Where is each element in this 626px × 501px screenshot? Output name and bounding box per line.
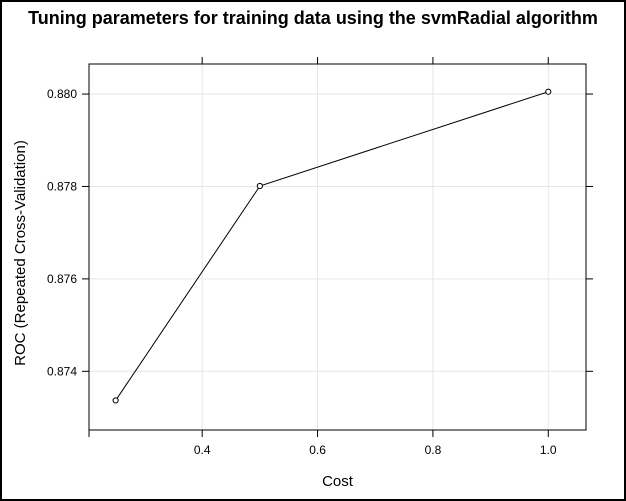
data-point (112, 397, 119, 404)
plot-border (88, 63, 587, 431)
data-point (256, 182, 263, 190)
x-axis-label: Cost (322, 473, 354, 490)
series-line (115, 91, 549, 401)
y-tick-label: 0.880 (47, 87, 77, 101)
data-point (545, 88, 552, 95)
series-layer (112, 88, 552, 404)
chart-title: Tuning parameters for training data usin… (28, 8, 598, 28)
y-tick-label: 0.876 (47, 272, 77, 286)
y-tick-label: 0.878 (47, 179, 77, 193)
x-tick-label: 0.8 (425, 443, 442, 457)
y-axis-label: ROC (Repeated Cross-Validation) (12, 140, 29, 366)
x-tick-label: 0.6 (309, 443, 326, 457)
tick-layer: 0.4 0.6 0.8 1.0 0.874 0.876 0.878 0.880 (47, 57, 593, 457)
x-tick-label: 0.4 (194, 443, 211, 457)
y-tick-label: 0.874 (47, 364, 77, 378)
x-tick-label: 1.0 (540, 443, 557, 457)
grid-layer (89, 64, 586, 430)
